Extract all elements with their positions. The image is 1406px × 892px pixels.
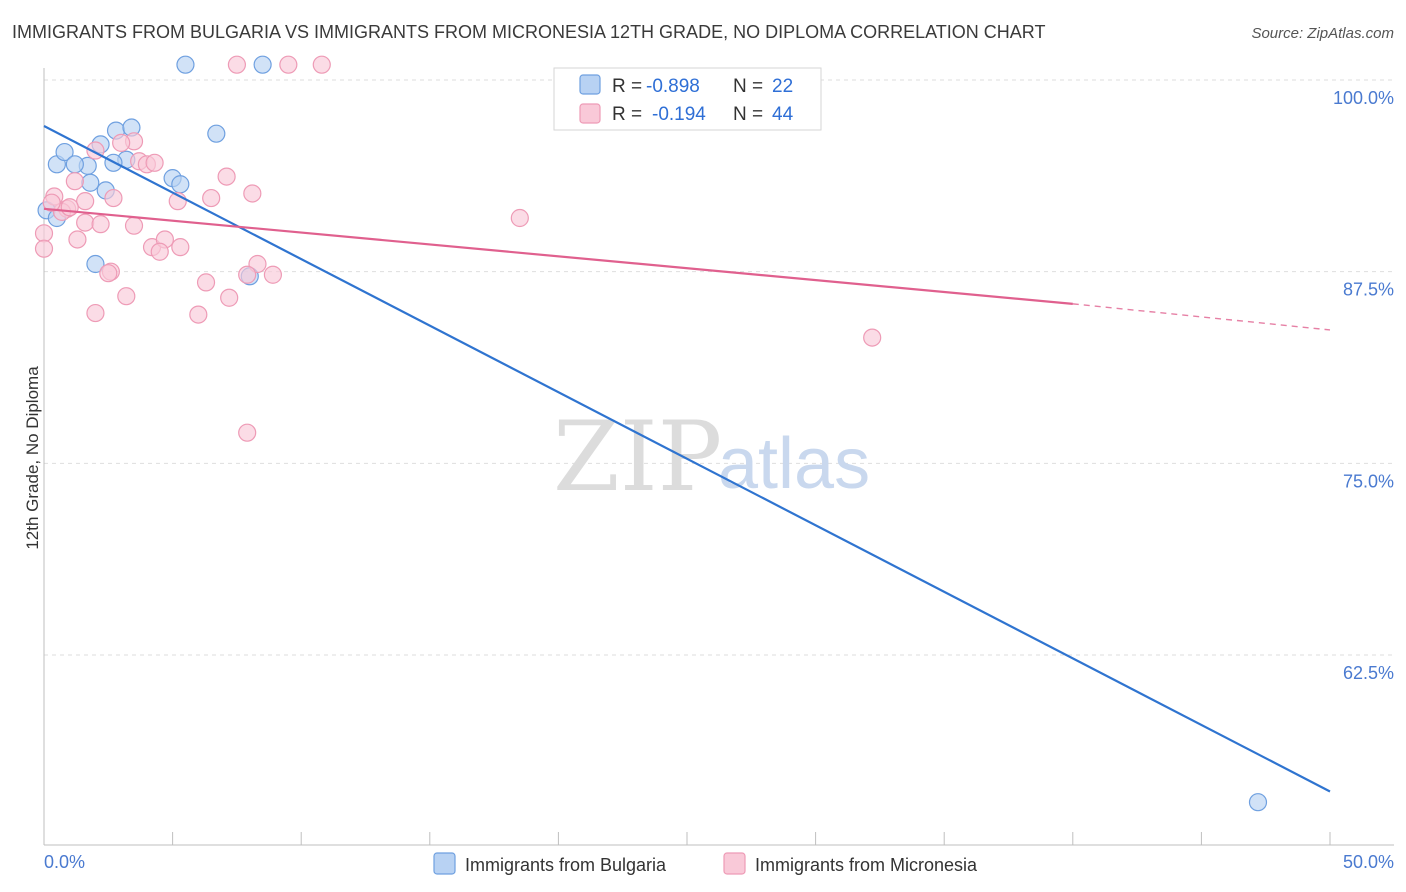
trend-line-micronesia xyxy=(43,207,1073,305)
legend-swatch-bulgaria xyxy=(579,74,601,95)
point-micronesia-0 xyxy=(227,55,246,74)
point-micronesia-2 xyxy=(312,55,331,74)
x-tick-label-min: 0.0% xyxy=(44,852,85,872)
trend-lines xyxy=(43,125,1331,793)
scatter-points xyxy=(34,55,1268,812)
point-micronesia-41 xyxy=(60,198,79,217)
point-micronesia-5 xyxy=(112,133,131,152)
point-micronesia-42 xyxy=(99,264,118,283)
point-micronesia-1 xyxy=(279,55,298,74)
legend-r-value-micronesia: -0.194 xyxy=(652,104,706,125)
point-micronesia-25 xyxy=(171,238,190,257)
point-micronesia-35 xyxy=(86,303,105,323)
point-micronesia-14 xyxy=(202,188,221,208)
legend-swatch-micronesia xyxy=(579,103,601,124)
legend-n-value-micronesia: 44 xyxy=(772,104,794,125)
trend-line-bulgaria xyxy=(43,125,1331,793)
point-bulgaria-14 xyxy=(171,175,190,194)
point-micronesia-11 xyxy=(76,192,95,211)
point-bulgaria-4 xyxy=(55,142,74,162)
point-micronesia-39 xyxy=(238,423,257,442)
point-micronesia-21 xyxy=(91,215,110,234)
point-micronesia-37 xyxy=(510,208,529,228)
point-bulgaria-12 xyxy=(207,124,226,143)
point-micronesia-20 xyxy=(68,230,87,249)
point-micronesia-9 xyxy=(217,167,236,186)
y-axis-label: 12th Grade, No Diploma xyxy=(23,366,42,550)
point-micronesia-33 xyxy=(117,287,136,306)
point-micronesia-19 xyxy=(34,224,54,243)
point-micronesia-8 xyxy=(65,172,84,191)
point-bulgaria-1 xyxy=(253,55,272,74)
series-legend-label-micronesia: Immigrants from Micronesia xyxy=(755,855,978,875)
y-tick-label-3: 62.5% xyxy=(1343,663,1394,683)
point-micronesia-34 xyxy=(220,288,239,307)
x-tick-label-max: 50.0% xyxy=(1343,852,1394,872)
series-legend-swatch-micronesia xyxy=(723,852,746,875)
point-micronesia-18 xyxy=(76,213,95,232)
series-legend-label-bulgaria: Immigrants from Bulgaria xyxy=(465,855,667,875)
chart-source: Source: ZipAtlas.com xyxy=(1251,25,1394,42)
stats-legend: R = -0.898 N = 22 R = -0.194 N = 44 xyxy=(553,67,822,131)
point-micronesia-12 xyxy=(104,188,123,208)
point-micronesia-43 xyxy=(145,153,164,172)
y-tick-label-1: 87.5% xyxy=(1343,280,1394,300)
watermark-zip: ZIP xyxy=(553,401,722,513)
point-micronesia-30 xyxy=(263,265,283,284)
series-legend-swatch-bulgaria xyxy=(433,852,456,875)
series-legend: Immigrants from Bulgaria Immigrants from… xyxy=(433,852,978,875)
legend-r-label-bulgaria: R = xyxy=(612,76,642,97)
y-tick-labels: 100.0% 87.5% 75.0% 62.5% xyxy=(1333,88,1394,683)
trend-line-extension-micronesia xyxy=(1072,303,1331,331)
point-micronesia-22 xyxy=(124,216,144,235)
point-micronesia-36 xyxy=(189,305,208,324)
point-bulgaria-0 xyxy=(176,55,195,74)
point-micronesia-38 xyxy=(863,328,882,347)
legend-n-label-bulgaria: N = xyxy=(733,76,763,97)
point-micronesia-26 xyxy=(150,242,169,261)
point-micronesia-32 xyxy=(196,273,216,292)
legend-r-value-bulgaria: -0.898 xyxy=(646,76,700,97)
point-micronesia-15 xyxy=(243,184,262,203)
watermark-atlas: atlas xyxy=(718,424,870,504)
y-tick-label-0: 100.0% xyxy=(1333,88,1394,108)
x-tick-marks xyxy=(43,832,1331,845)
y-tick-label-2: 75.0% xyxy=(1343,471,1394,491)
point-micronesia-40 xyxy=(42,193,61,212)
point-bulgaria-20 xyxy=(1248,793,1268,812)
legend-r-label-micronesia: R = xyxy=(612,104,642,125)
chart-title: IMMIGRANTS FROM BULGARIA VS IMMIGRANTS F… xyxy=(12,22,1045,42)
watermark: ZIP atlas xyxy=(553,401,870,513)
grid-lines xyxy=(44,79,1394,656)
legend-n-label-micronesia: N = xyxy=(733,104,763,125)
point-bulgaria-5 xyxy=(65,155,84,174)
point-micronesia-31 xyxy=(238,265,257,284)
point-bulgaria-6 xyxy=(81,173,100,192)
point-micronesia-27 xyxy=(34,239,54,258)
point-bulgaria-18 xyxy=(86,254,105,274)
legend-n-value-bulgaria: 22 xyxy=(772,76,793,97)
